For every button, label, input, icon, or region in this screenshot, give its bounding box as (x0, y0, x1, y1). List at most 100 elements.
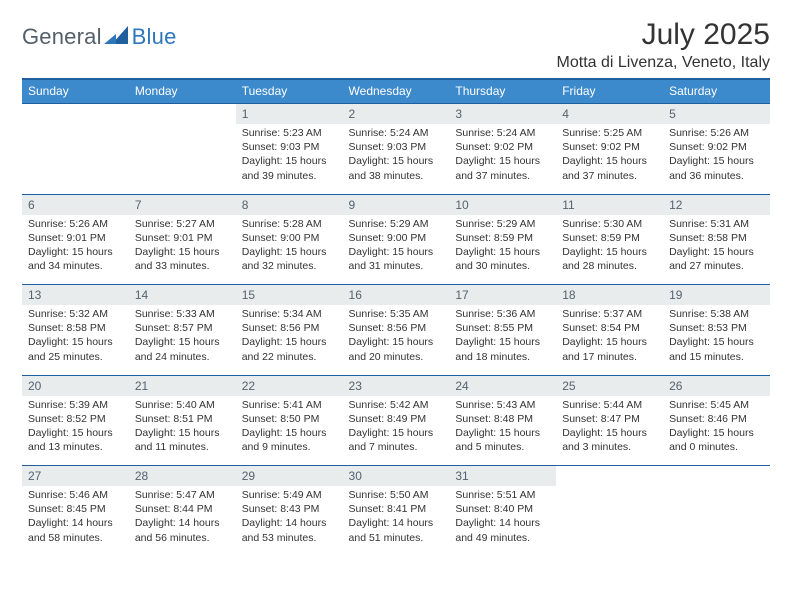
col-friday: Friday (556, 79, 663, 104)
day-number-cell: 28 (129, 466, 236, 487)
week-detail-row: Sunrise: 5:32 AMSunset: 8:58 PM Daylight:… (22, 305, 770, 375)
sunrise-text: Sunrise: 5:31 AM (669, 217, 764, 231)
sunset-text: Sunset: 8:57 PM (135, 321, 230, 335)
sunset-text: Sunset: 8:58 PM (669, 231, 764, 245)
day-detail-cell: Sunrise: 5:43 AMSunset: 8:48 PMDaylight:… (449, 396, 556, 466)
sunrise-text: Sunrise: 5:38 AM (669, 307, 764, 321)
sunrise-text: Sunrise: 5:29 AM (349, 217, 444, 231)
col-wednesday: Wednesday (343, 79, 450, 104)
sunrise-text: Sunrise: 5:32 AM (28, 307, 123, 321)
sunrise-text: Sunrise: 5:35 AM (349, 307, 444, 321)
daylight-text: Daylight: 15 hours and 11 minutes. (135, 426, 230, 454)
sunrise-text: Sunrise: 5:45 AM (669, 398, 764, 412)
sunrise-text: Sunrise: 5:42 AM (349, 398, 444, 412)
sunrise-text: Sunrise: 5:29 AM (455, 217, 550, 231)
day-detail-cell: Sunrise: 5:51 AMSunset: 8:40 PMDaylight:… (449, 486, 556, 556)
calendar-page: General Blue July 2025 Motta di Livenza,… (0, 0, 792, 612)
daylight-text: Daylight: 15 hours and 39 minutes. (242, 154, 337, 182)
day-detail-cell: Sunrise: 5:40 AMSunset: 8:51 PMDaylight:… (129, 396, 236, 466)
day-number-cell: 26 (663, 375, 770, 396)
daylight-text: Daylight: 15 hours and 37 minutes. (455, 154, 550, 182)
sunset-text: Sunset: 8:43 PM (242, 502, 337, 516)
day-number-cell: 25 (556, 375, 663, 396)
week-detail-row: Sunrise: 5:46 AMSunset: 8:45 PMDaylight:… (22, 486, 770, 556)
day-detail-cell: Sunrise: 5:25 AMSunset: 9:02 PMDaylight:… (556, 124, 663, 194)
day-detail-cell: Sunrise: 5:37 AMSunset: 8:54 PMDaylight:… (556, 305, 663, 375)
sunrise-text: Sunrise: 5:28 AM (242, 217, 337, 231)
day-number-cell: 21 (129, 375, 236, 396)
sunset-text: Sunset: 8:49 PM (349, 412, 444, 426)
day-detail-cell: Sunrise: 5:46 AMSunset: 8:45 PMDaylight:… (22, 486, 129, 556)
col-tuesday: Tuesday (236, 79, 343, 104)
day-detail-cell: Sunrise: 5:44 AMSunset: 8:47 PMDaylight:… (556, 396, 663, 466)
day-detail-cell: Sunrise: 5:38 AMSunset: 8:53 PMDaylight:… (663, 305, 770, 375)
sunrise-text: Sunrise: 5:27 AM (135, 217, 230, 231)
location-subtitle: Motta di Livenza, Veneto, Italy (557, 54, 770, 72)
sunset-text: Sunset: 8:47 PM (562, 412, 657, 426)
day-detail-cell: Sunrise: 5:29 AMSunset: 9:00 PMDaylight:… (343, 215, 450, 285)
sunset-text: Sunset: 9:02 PM (669, 140, 764, 154)
day-number-cell: 16 (343, 285, 450, 306)
brand-logo: General Blue (22, 24, 177, 50)
calendar-table: Sunday Monday Tuesday Wednesday Thursday… (22, 78, 770, 556)
day-number-cell: 7 (129, 194, 236, 215)
day-number-cell: 29 (236, 466, 343, 487)
day-detail-cell: Sunrise: 5:42 AMSunset: 8:49 PMDaylight:… (343, 396, 450, 466)
week-daynum-row: 13141516171819 (22, 285, 770, 306)
sunset-text: Sunset: 8:50 PM (242, 412, 337, 426)
daylight-text: Daylight: 15 hours and 22 minutes. (242, 335, 337, 363)
sunset-text: Sunset: 9:03 PM (349, 140, 444, 154)
day-detail-cell: Sunrise: 5:35 AMSunset: 8:56 PMDaylight:… (343, 305, 450, 375)
week-detail-row: Sunrise: 5:23 AMSunset: 9:03 PMDaylight:… (22, 124, 770, 194)
sunset-text: Sunset: 9:01 PM (28, 231, 123, 245)
daylight-text: Daylight: 14 hours and 58 minutes. (28, 516, 123, 544)
sunset-text: Sunset: 8:56 PM (349, 321, 444, 335)
day-number-cell (129, 104, 236, 125)
sunset-text: Sunset: 9:03 PM (242, 140, 337, 154)
day-detail-cell: Sunrise: 5:31 AMSunset: 8:58 PMDaylight:… (663, 215, 770, 285)
sunrise-text: Sunrise: 5:36 AM (455, 307, 550, 321)
sunset-text: Sunset: 8:52 PM (28, 412, 123, 426)
day-detail-cell: Sunrise: 5:28 AMSunset: 9:00 PMDaylight:… (236, 215, 343, 285)
daylight-text: Daylight: 15 hours and 30 minutes. (455, 245, 550, 273)
week-detail-row: Sunrise: 5:39 AMSunset: 8:52 PM Daylight:… (22, 396, 770, 466)
sunset-text: Sunset: 8:40 PM (455, 502, 550, 516)
day-number-cell: 23 (343, 375, 450, 396)
day-number-cell: 2 (343, 104, 450, 125)
day-number-cell: 17 (449, 285, 556, 306)
sunset-text: Sunset: 8:51 PM (135, 412, 230, 426)
day-number-cell: 22 (236, 375, 343, 396)
sunset-text: Sunset: 8:58 PM (28, 321, 123, 335)
day-number-cell: 9 (343, 194, 450, 215)
day-number-cell: 30 (343, 466, 450, 487)
daylight-text: Daylight: 14 hours and 51 minutes. (349, 516, 444, 544)
sunset-text: Sunset: 8:45 PM (28, 502, 123, 516)
sunrise-text: Sunrise: 5:34 AM (242, 307, 337, 321)
day-number-cell (663, 466, 770, 487)
sunrise-text: Sunrise: 5:50 AM (349, 488, 444, 502)
day-detail-cell (663, 486, 770, 556)
daylight-text: Daylight: 15 hours and 18 minutes. (455, 335, 550, 363)
day-number-cell: 1 (236, 104, 343, 125)
month-title: July 2025 (557, 18, 770, 52)
logo-text-blue: Blue (132, 24, 177, 50)
sunset-text: Sunset: 8:44 PM (135, 502, 230, 516)
sunset-text: Sunset: 8:54 PM (562, 321, 657, 335)
week-daynum-row: 6789101112 (22, 194, 770, 215)
day-number-cell: 31 (449, 466, 556, 487)
sunset-text: Sunset: 8:48 PM (455, 412, 550, 426)
sunrise-text: Sunrise: 5:47 AM (135, 488, 230, 502)
day-detail-cell: Sunrise: 5:24 AMSunset: 9:03 PMDaylight:… (343, 124, 450, 194)
sunrise-text: Sunrise: 5:26 AM (669, 126, 764, 140)
week-daynum-row: 12345 (22, 104, 770, 125)
daylight-text: Daylight: 15 hours and 3 minutes. (562, 426, 657, 454)
sunrise-text: Sunrise: 5:23 AM (242, 126, 337, 140)
weekday-header-row: Sunday Monday Tuesday Wednesday Thursday… (22, 79, 770, 104)
sunset-text: Sunset: 8:59 PM (455, 231, 550, 245)
sunset-text: Sunset: 9:00 PM (349, 231, 444, 245)
day-number-cell: 14 (129, 285, 236, 306)
sunrise-text: Sunrise: 5:39 AM (28, 398, 123, 412)
daylight-text: Daylight: 15 hours and 24 minutes. (135, 335, 230, 363)
day-number-cell: 3 (449, 104, 556, 125)
daylight-text: Daylight: 14 hours and 56 minutes. (135, 516, 230, 544)
